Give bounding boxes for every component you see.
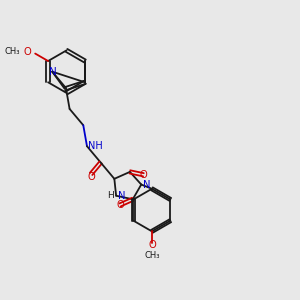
Text: H: H xyxy=(107,191,114,200)
Text: CH₃: CH₃ xyxy=(144,251,160,260)
Text: N: N xyxy=(49,67,57,77)
Text: O: O xyxy=(116,200,124,210)
Text: O: O xyxy=(87,172,95,182)
Text: NH: NH xyxy=(88,141,102,151)
Text: O: O xyxy=(140,170,147,180)
Text: CH₃: CH₃ xyxy=(4,47,20,56)
Text: O: O xyxy=(148,240,156,250)
Text: O: O xyxy=(23,47,31,57)
Text: N: N xyxy=(118,191,125,201)
Text: N: N xyxy=(143,179,150,190)
